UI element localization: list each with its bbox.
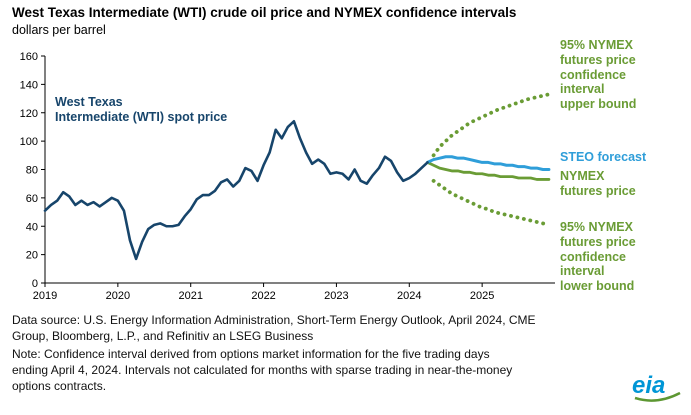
y-tick-label: 40 [26, 221, 38, 233]
nymex-futures-line [426, 161, 551, 181]
ci-lower-line [431, 178, 551, 227]
data-source-text: Data source: U.S. Energy Information Adm… [12, 313, 536, 343]
y-tick-label: 0 [32, 278, 38, 290]
x-tick-label: 2019 [33, 290, 57, 300]
wti-spot-price-label: West Texas Intermediate (WTI) spot price [55, 95, 228, 124]
x-tick-label: 2020 [106, 290, 130, 300]
chart-plot: 0 20 40 60 80 100 120 140 160 2019 2020 2021 2022 202… [20, 51, 555, 300]
eia-logo: eia [630, 372, 684, 409]
y-tick-label: 60 [26, 193, 38, 205]
y-tick-label: 20 [26, 250, 38, 262]
y-tick-label: 100 [20, 136, 38, 148]
x-tick-label: 2023 [324, 290, 348, 300]
chart-units-label: dollars per barrel [12, 23, 106, 37]
ci-lower-bound-label: 95% NYMEX futures price confidence inter… [560, 220, 636, 293]
ci-upper-bound-label: 95% NYMEX futures price confidence inter… [560, 38, 637, 111]
x-tick-label: 2021 [178, 290, 202, 300]
y-tick-label: 120 [20, 108, 38, 120]
x-tick-label: 2024 [397, 290, 421, 300]
ci-upper-line [431, 92, 551, 158]
nymex-futures-price-label: NYMEX futures price [560, 169, 636, 198]
eia-logo-graphic: eia [632, 372, 681, 402]
y-tick-label: 160 [20, 51, 38, 63]
y-tick-label: 80 [26, 165, 38, 177]
wti-spot-line [43, 119, 429, 261]
x-tick-label: 2025 [470, 290, 494, 300]
note-text: Note: Confidence interval derived from o… [12, 347, 513, 393]
steo-forecast-line [426, 155, 551, 171]
x-tick-label: 2022 [251, 290, 275, 300]
eia-logo-swoosh [634, 391, 681, 402]
steo-forecast-label: STEO forecast [560, 150, 647, 164]
y-tick-label: 140 [20, 79, 38, 91]
eia-logo-text: eia [632, 372, 665, 399]
chart-title: West Texas Intermediate (WTI) crude oil … [12, 5, 517, 20]
